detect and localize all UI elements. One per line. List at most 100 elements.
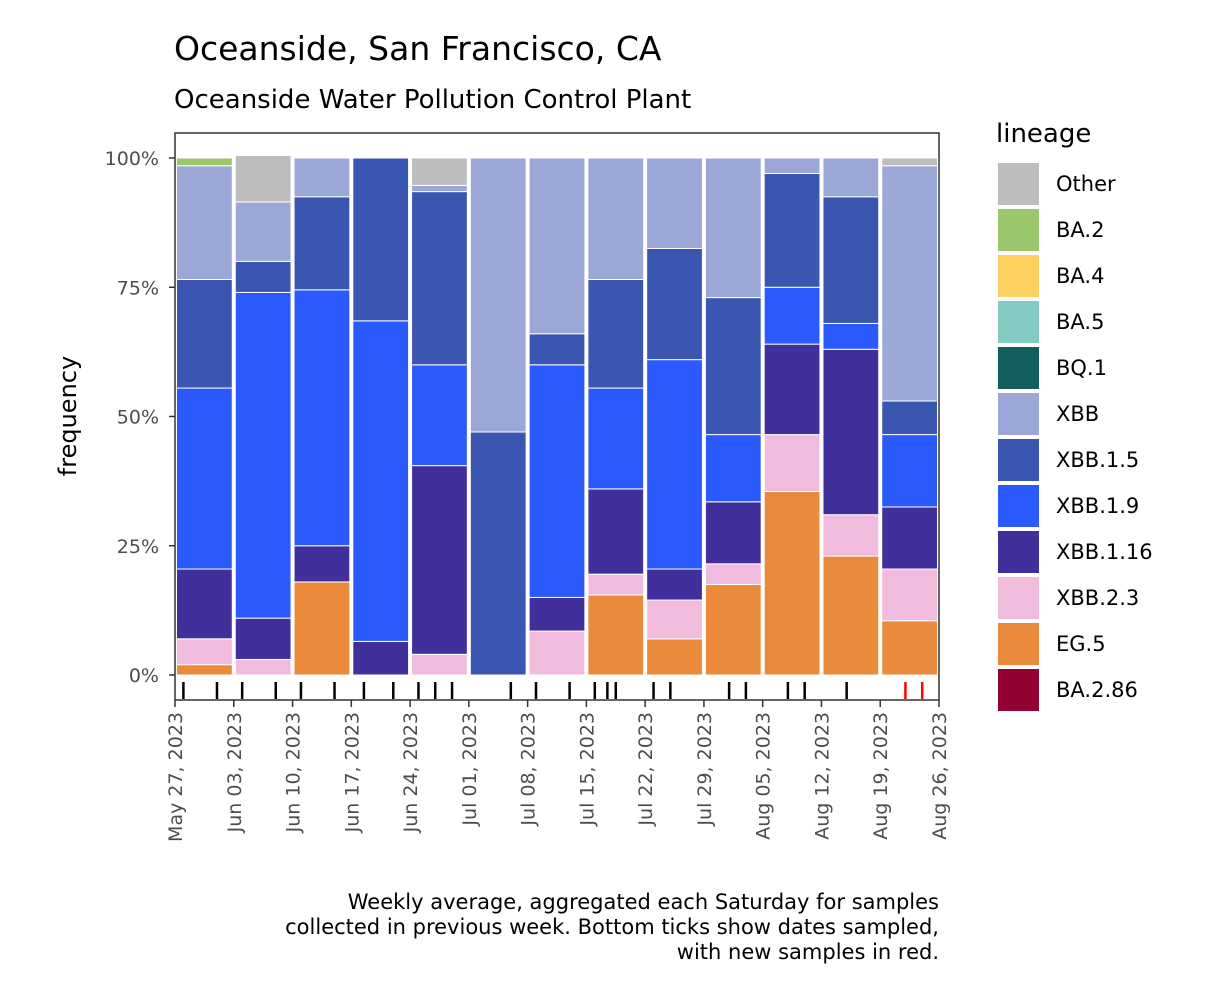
bar-segment-xbb-1-9 — [587, 387, 645, 490]
bar-segment-xbb-1-9 — [704, 434, 762, 503]
legend-title: lineage — [996, 119, 1091, 149]
bar-segment-xbb-1-16 — [763, 343, 821, 436]
legend-label: BQ.1 — [1056, 356, 1107, 380]
legend-label: XBB.1.16 — [1056, 540, 1153, 564]
legend-label: BA.2.86 — [1056, 678, 1138, 702]
bar-segment-xbb-1-5 — [176, 278, 233, 389]
x-tick-label: Aug 19, 2023 — [870, 712, 892, 840]
bar-segment-other — [881, 157, 939, 167]
legend-item-xbb-1-16: XBB.1.16 — [998, 531, 1153, 573]
bar-segment-xbb-2-3 — [646, 599, 703, 640]
legend-item-xbb-1-9: XBB.1.9 — [998, 485, 1139, 527]
bar-segment-ba-2 — [176, 157, 233, 167]
legend-item-xbb-1-5: XBB.1.5 — [998, 439, 1139, 481]
legend: lineage Other BA.2 BA.4 BA.5 BQ.1 XBB XBB.1.5 X… — [996, 119, 1153, 711]
x-tick-label: Jul 01, 2023 — [459, 712, 481, 827]
chart-title: Oceanside, San Francisco, CA — [174, 29, 662, 68]
bar-segment-xbb-1-9 — [176, 387, 233, 570]
bar-segment-xbb-1-16 — [822, 348, 880, 516]
legend-swatch — [998, 623, 1039, 665]
legend-label: XBB — [1056, 402, 1099, 426]
bar-segment-xbb-2-3 — [411, 653, 468, 676]
bar-segment-xbb-1-9 — [411, 364, 468, 467]
x-tick-label: Aug 05, 2023 — [753, 712, 775, 840]
bar-segment-xbb-1-5 — [881, 400, 939, 436]
legend-item-ba-2: BA.2 — [998, 209, 1104, 251]
bar-segment-eg-5 — [293, 581, 351, 676]
bar-segment-xbb-1-5 — [763, 173, 821, 288]
bar-week-1 — [176, 157, 233, 676]
y-tick-label: 100% — [105, 148, 159, 170]
bar-week-9 — [646, 157, 703, 676]
bar-segment-xbb-2-3 — [587, 573, 645, 596]
bar-week-10 — [704, 157, 762, 676]
bar-segment-xbb — [881, 165, 939, 402]
bar-segment-xbb-1-16 — [352, 640, 410, 676]
bar-week-7 — [528, 157, 586, 676]
caption-line-3: with new samples in red. — [677, 940, 939, 964]
legend-swatch — [998, 577, 1039, 619]
bar-segment-xbb-2-3 — [822, 514, 880, 557]
bar-segment-xbb — [587, 157, 645, 280]
bar-segment-xbb — [469, 157, 527, 433]
caption: Weekly average, aggregated each Saturday… — [285, 890, 939, 964]
bar-segment-xbb — [646, 157, 703, 249]
bar-segment-eg-5 — [176, 664, 233, 676]
bar-segment-xbb-2-3 — [234, 658, 292, 676]
bar-segment-eg-5 — [587, 594, 645, 676]
legend-label: XBB.1.9 — [1056, 494, 1139, 518]
bar-segment-eg-5 — [704, 584, 762, 676]
y-tick-label: 25% — [117, 536, 159, 558]
bar-segment-xbb-1-16 — [704, 501, 762, 565]
bar-segment-xbb-1-5 — [352, 157, 410, 322]
bar-week-8 — [587, 157, 645, 676]
bar-week-13 — [881, 157, 939, 676]
chart-subtitle: Oceanside Water Pollution Control Plant — [174, 85, 691, 115]
x-tick-label: Jun 03, 2023 — [224, 712, 246, 833]
bar-segment-xbb-1-9 — [352, 320, 410, 642]
legend-item-ba-4: BA.4 — [998, 255, 1104, 297]
bar-segment-xbb-1-5 — [822, 196, 880, 324]
y-axis: 0% 25% 50% 75% 100% — [105, 148, 175, 687]
bar-segment-eg-5 — [646, 638, 703, 676]
bar-segment-xbb — [763, 157, 821, 175]
y-tick-label: 0% — [129, 665, 159, 687]
bar-segment-xbb — [704, 157, 762, 299]
legend-item-eg-5: EG.5 — [998, 623, 1106, 665]
x-tick-label: Jun 10, 2023 — [283, 712, 305, 833]
y-tick-label: 75% — [117, 277, 159, 299]
bar-segment-xbb-1-16 — [646, 568, 703, 601]
x-tick-label: Jul 29, 2023 — [694, 712, 716, 827]
x-tick-label: Jul 22, 2023 — [635, 712, 657, 827]
bar-segment-other — [411, 157, 468, 186]
bar-segment-xbb-1-5 — [528, 333, 586, 366]
bar-segment-xbb-1-9 — [646, 359, 703, 570]
legend-label: BA.5 — [1056, 310, 1104, 334]
legend-swatch — [998, 255, 1039, 297]
legend-swatch — [998, 393, 1039, 435]
bar-segment-xbb-1-5 — [587, 278, 645, 389]
caption-line-2: collected in previous week. Bottom ticks… — [285, 915, 939, 939]
x-tick-label: Aug 12, 2023 — [811, 712, 833, 840]
bar-segment-eg-5 — [881, 620, 939, 676]
legend-item-bq-1: BQ.1 — [998, 347, 1107, 389]
bar-segment-xbb-1-5 — [293, 196, 351, 291]
bar-segment-xbb-1-16 — [587, 488, 645, 575]
bar-segment-xbb-1-16 — [528, 596, 586, 632]
bar-segment-xbb-1-5 — [704, 297, 762, 436]
bar-segment-xbb-2-3 — [881, 568, 939, 622]
x-tick-label: Aug 26, 2023 — [929, 712, 951, 840]
legend-label: BA.4 — [1056, 264, 1104, 288]
legend-swatch — [998, 301, 1039, 343]
bar-segment-xbb-1-16 — [234, 617, 292, 660]
bar-segment-xbb — [176, 165, 233, 280]
bar-segment-xbb-2-3 — [704, 563, 762, 586]
legend-item-xbb: XBB — [998, 393, 1099, 435]
legend-item-ba-2-86: BA.2.86 — [998, 669, 1138, 711]
bar-segment-xbb — [234, 201, 292, 262]
bar-week-4 — [352, 157, 410, 676]
bar-segment-eg-5 — [822, 555, 880, 676]
bar-segment-xbb-1-9 — [881, 434, 939, 508]
